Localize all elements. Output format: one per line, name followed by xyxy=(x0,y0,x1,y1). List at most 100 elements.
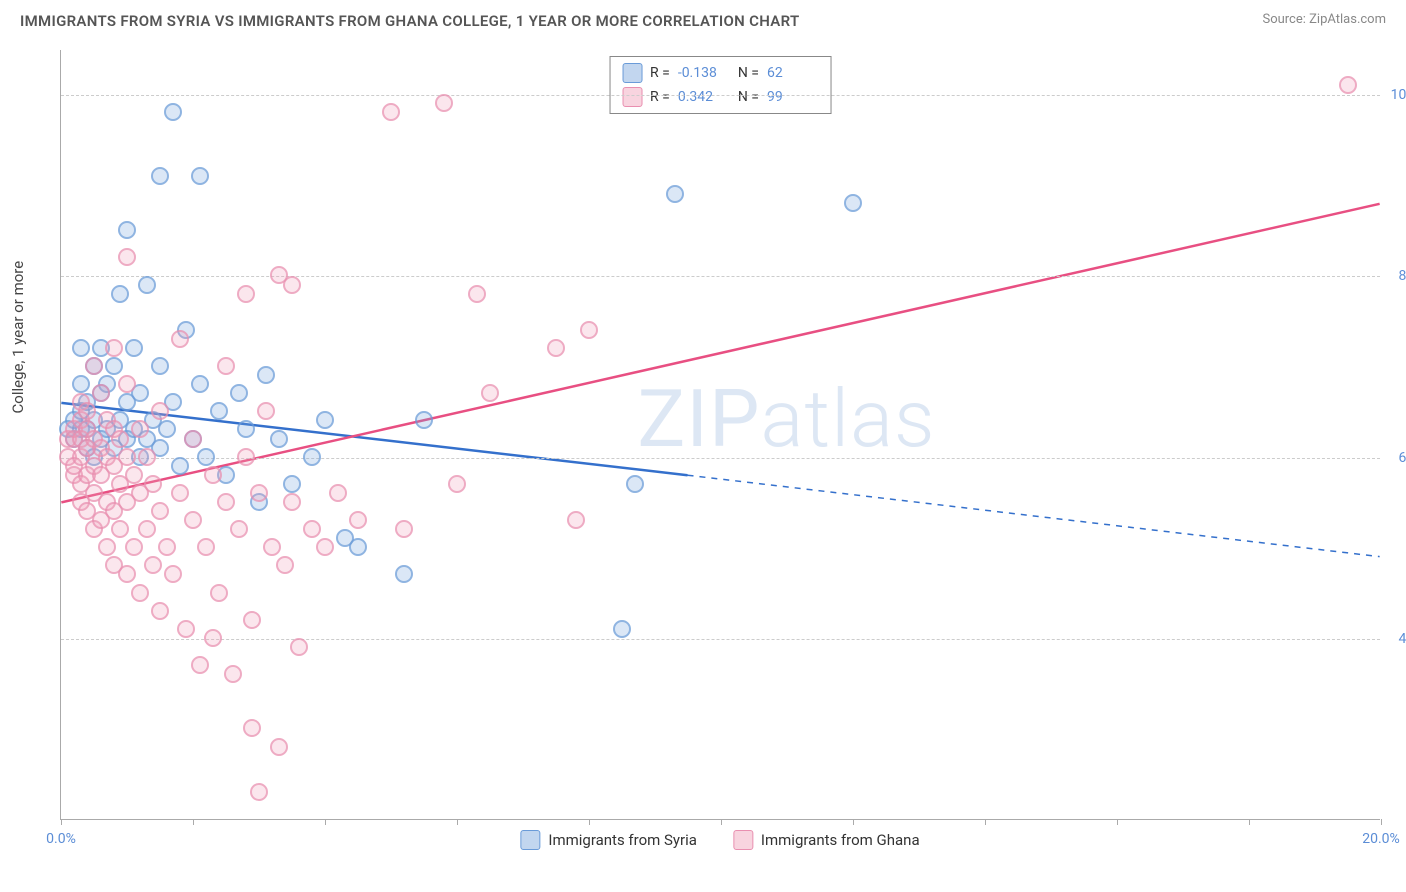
data-point xyxy=(131,420,149,438)
x-tick xyxy=(457,819,458,825)
legend-item-syria: Immigrants from Syria xyxy=(520,830,697,850)
r-label: R = xyxy=(650,89,670,105)
data-point xyxy=(111,520,129,538)
data-point xyxy=(171,330,189,348)
data-point xyxy=(243,611,261,629)
data-point xyxy=(580,321,598,339)
data-point xyxy=(144,475,162,493)
data-point xyxy=(118,375,136,393)
legend-label-syria: Immigrants from Syria xyxy=(548,831,697,849)
data-point xyxy=(184,511,202,529)
data-point xyxy=(257,366,275,384)
data-point xyxy=(210,584,228,602)
data-point xyxy=(197,538,215,556)
gridline xyxy=(61,95,1380,96)
data-point xyxy=(237,420,255,438)
data-point xyxy=(435,94,453,112)
data-point xyxy=(349,538,367,556)
data-point xyxy=(184,430,202,448)
data-point xyxy=(290,638,308,656)
n-label: N = xyxy=(738,65,759,81)
data-point xyxy=(125,339,143,357)
data-point xyxy=(78,402,96,420)
data-point xyxy=(613,620,631,638)
trend-line-extrapolated xyxy=(688,475,1380,556)
r-label: R = xyxy=(650,65,670,81)
source-label: Source: ZipAtlas.com xyxy=(1262,12,1386,27)
x-tick xyxy=(985,819,986,825)
data-point xyxy=(303,520,321,538)
data-point xyxy=(283,276,301,294)
data-point xyxy=(125,466,143,484)
chart-title: IMMIGRANTS FROM SYRIA VS IMMIGRANTS FROM… xyxy=(20,12,799,30)
correlation-legend: R = -0.138 N = 62 R = 0.342 N = 99 xyxy=(609,56,832,114)
data-point xyxy=(151,602,169,620)
legend-label-ghana: Immigrants from Ghana xyxy=(761,831,920,849)
data-point xyxy=(85,357,103,375)
swatch-ghana-icon xyxy=(733,830,753,850)
data-point xyxy=(666,185,684,203)
data-point xyxy=(217,357,235,375)
data-point xyxy=(72,339,90,357)
data-point xyxy=(171,457,189,475)
x-tick xyxy=(1381,819,1382,825)
legend-row-ghana: R = 0.342 N = 99 xyxy=(622,85,819,109)
data-point xyxy=(191,375,209,393)
legend-row-syria: R = -0.138 N = 62 xyxy=(622,61,819,85)
data-point xyxy=(164,103,182,121)
data-point xyxy=(329,484,347,502)
data-point xyxy=(138,448,156,466)
data-point xyxy=(210,402,228,420)
n-value-syria: 62 xyxy=(767,65,819,81)
data-point xyxy=(158,538,176,556)
data-point xyxy=(270,430,288,448)
data-point xyxy=(250,484,268,502)
r-value-ghana: 0.342 xyxy=(678,89,730,105)
data-point xyxy=(118,248,136,266)
swatch-syria xyxy=(622,63,642,83)
gridline xyxy=(61,639,1380,640)
data-point xyxy=(263,538,281,556)
data-point xyxy=(144,556,162,574)
x-tick xyxy=(61,819,62,825)
y-tick-label: 100.0% xyxy=(1391,87,1406,103)
data-point xyxy=(191,656,209,674)
data-point xyxy=(158,420,176,438)
x-tick xyxy=(853,819,854,825)
data-point xyxy=(138,520,156,538)
data-point xyxy=(92,384,110,402)
data-point xyxy=(237,285,255,303)
data-point xyxy=(844,194,862,212)
data-point xyxy=(626,475,644,493)
data-point xyxy=(448,475,466,493)
n-value-ghana: 99 xyxy=(767,89,819,105)
data-point xyxy=(230,520,248,538)
n-label: N = xyxy=(738,89,759,105)
data-point xyxy=(105,339,123,357)
data-point xyxy=(111,285,129,303)
data-point xyxy=(204,629,222,647)
data-point xyxy=(468,285,486,303)
data-point xyxy=(118,448,136,466)
data-point xyxy=(481,384,499,402)
data-point xyxy=(125,538,143,556)
gridline xyxy=(61,458,1380,459)
swatch-ghana xyxy=(622,87,642,107)
x-tick xyxy=(1249,819,1250,825)
data-point xyxy=(98,538,116,556)
plot-region: ZIPatlas R = -0.138 N = 62 R = 0.342 N =… xyxy=(60,50,1380,820)
data-point xyxy=(164,565,182,583)
data-point xyxy=(567,511,585,529)
data-point xyxy=(243,719,261,737)
data-point xyxy=(131,584,149,602)
data-point xyxy=(191,167,209,185)
data-point xyxy=(151,502,169,520)
legend-item-ghana: Immigrants from Ghana xyxy=(733,830,920,850)
watermark: ZIPatlas xyxy=(637,372,935,466)
data-point xyxy=(395,520,413,538)
trend-lines-layer xyxy=(61,50,1380,819)
data-point xyxy=(303,448,321,466)
data-point xyxy=(1339,76,1357,94)
data-point xyxy=(151,357,169,375)
data-point xyxy=(151,167,169,185)
